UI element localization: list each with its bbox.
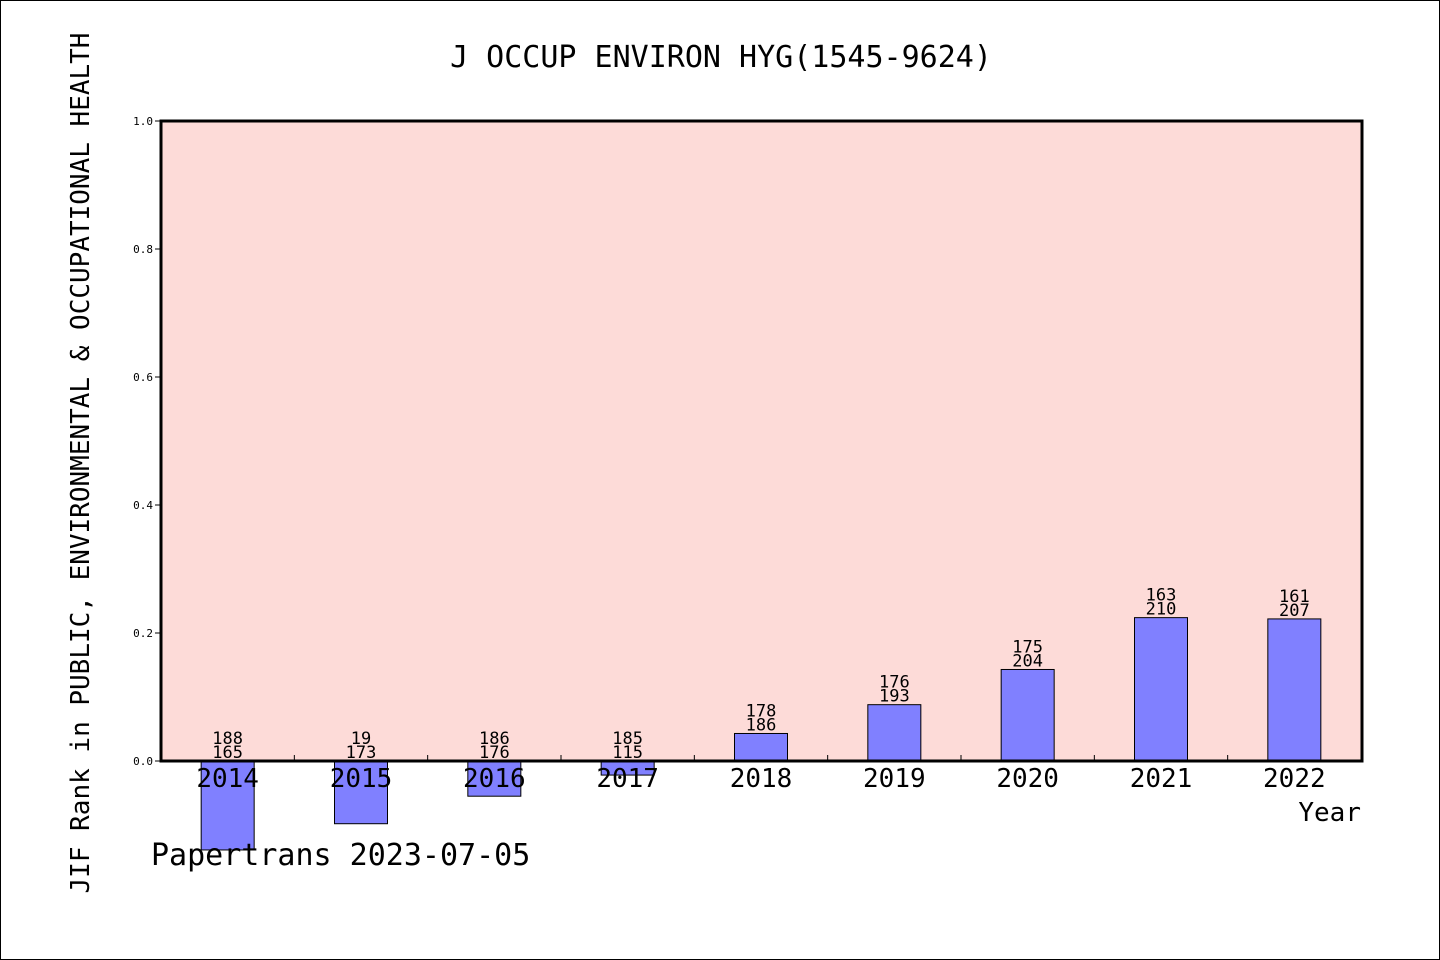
bar-label-bottom: 204 [1012, 651, 1043, 671]
x-tick-label: 2017 [596, 764, 659, 794]
bars-group [200, 617, 1322, 851]
x-tick-label: 2019 [863, 764, 926, 794]
bar-label-bottom: 176 [479, 743, 510, 763]
y-axis: 0.0 0.2 0.4 0.6 0.8 1.0 [133, 115, 161, 768]
bar-labels-group: 1881651917318617618511517818617619317520… [212, 586, 1309, 763]
x-tick-label: 2016 [463, 764, 526, 794]
bar-label-bottom: 165 [212, 743, 243, 763]
bar-label-top: 178 [746, 701, 777, 721]
bar-2016 [467, 760, 522, 797]
bar-2022 [1267, 618, 1322, 762]
bar-label-top: 19 [351, 729, 371, 749]
y-tick-label: 0.6 [133, 371, 153, 384]
plot-border [159, 119, 1364, 763]
y-tick-label: 0.8 [133, 243, 153, 256]
bar-label-bottom: 173 [346, 743, 377, 763]
y-axis-label: JIF Rank in PUBLIC, ENVIRONMENTAL & OCCU… [66, 33, 96, 894]
x-tick-label: 2015 [330, 764, 393, 794]
bar-label-bottom: 207 [1279, 601, 1310, 621]
bar-label-top: 185 [612, 729, 643, 749]
bar-label-top: 188 [212, 729, 243, 749]
bar-label-bottom: 186 [746, 715, 777, 735]
bar-2018 [734, 732, 788, 762]
chart-title: J OCCUP ENVIRON HYG(1545-9624) [450, 40, 992, 75]
x-tick-label: 2020 [996, 764, 1059, 794]
y-tick-label: 0.2 [133, 627, 153, 640]
x-tick-label: 2018 [730, 764, 793, 794]
bar-2019 [867, 704, 922, 762]
bar-label-bottom: 115 [612, 743, 643, 763]
x-tick-label: 2021 [1130, 764, 1193, 794]
bar-label-top: 176 [879, 673, 910, 693]
bar-label-top: 175 [1012, 637, 1043, 657]
x-tick-label: 2022 [1263, 764, 1326, 794]
bar-label-top: 186 [479, 729, 510, 749]
bar-label-top: 161 [1279, 587, 1310, 607]
bar-2021 [1134, 617, 1188, 762]
x-axis-label: Year [1298, 798, 1361, 828]
bar-label-bottom: 210 [1146, 600, 1177, 620]
x-tick-label: 2014 [196, 764, 259, 794]
y-tick-label: 0.0 [133, 755, 153, 768]
bar-label-bottom: 193 [879, 687, 910, 707]
x-axis: 2014 2015 2016 2017 2018 2019 2020 2021 2022 [196, 755, 1326, 794]
footer-watermark: Papertrans 2023-07-05 [151, 838, 530, 873]
bar-2020 [1000, 668, 1055, 762]
y-tick-label: 0.4 [133, 499, 153, 512]
bar-2014 [200, 760, 255, 851]
y-tick-label: 1.0 [133, 115, 153, 128]
bar-label-top: 163 [1146, 586, 1177, 606]
